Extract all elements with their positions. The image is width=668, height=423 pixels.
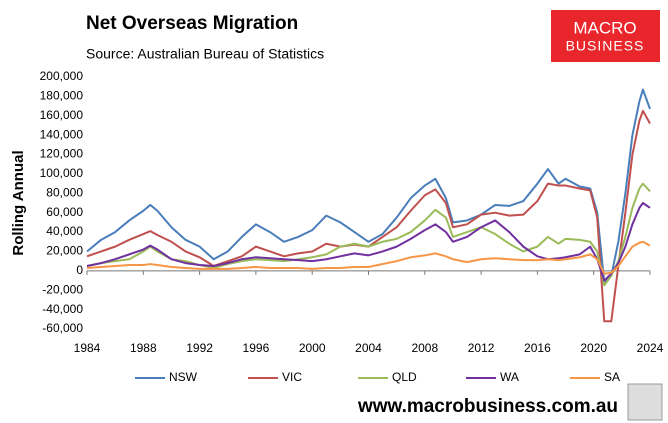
y-tick-label: 160,000 (40, 108, 84, 122)
y-tick-label: 200,000 (40, 69, 84, 83)
x-tick-label: 2016 (524, 341, 551, 355)
y-tick-label: 100,000 (40, 166, 84, 180)
legend-label: WA (500, 370, 519, 384)
y-tick-label: 40,000 (46, 224, 83, 238)
logo-box (551, 10, 660, 62)
legend-label: NSW (169, 370, 198, 384)
y-tick-label: -40,000 (42, 302, 83, 316)
x-tick-label: 2012 (468, 341, 495, 355)
x-tick-label: 1988 (130, 341, 157, 355)
x-tick-label: 2004 (355, 341, 382, 355)
y-tick-label: 60,000 (46, 205, 83, 219)
y-axis-label: Rolling Annual (10, 150, 27, 255)
x-tick-label: 1992 (186, 341, 213, 355)
x-tick-label: 2020 (580, 341, 607, 355)
chart-subtitle: Source: Australian Bureau of Statistics (86, 46, 324, 62)
series-line (86, 240, 651, 275)
x-tick-label: 2024 (637, 341, 664, 355)
y-tick-label: -60,000 (42, 321, 83, 335)
y-tick-label: 120,000 (40, 147, 84, 161)
website: www.macrobusiness.com.au (357, 396, 618, 417)
legend-label: QLD (392, 370, 417, 384)
x-tick-label: 1996 (243, 341, 270, 355)
logo-text: BUSINESS (566, 38, 645, 54)
x-tick-label: 2000 (299, 341, 326, 355)
logo-icon (627, 383, 663, 421)
logo-text: MACRO (573, 18, 636, 37)
chart-title: Net Overseas Migration (86, 13, 298, 34)
y-tick-label: 80,000 (46, 185, 83, 199)
y-tick-label: 140,000 (40, 127, 84, 141)
x-tick-label: 2008 (411, 341, 438, 355)
y-tick-label: -20,000 (42, 282, 83, 296)
series-line (86, 88, 651, 284)
y-tick-label: 20,000 (46, 244, 83, 258)
legend-label: SA (604, 370, 620, 384)
series-line (86, 109, 651, 323)
y-tick-label: 0 (76, 263, 83, 277)
y-tick-label: 180,000 (40, 89, 84, 103)
legend-label: VIC (282, 370, 302, 384)
x-tick-label: 1984 (74, 341, 101, 355)
series-line (86, 182, 651, 287)
